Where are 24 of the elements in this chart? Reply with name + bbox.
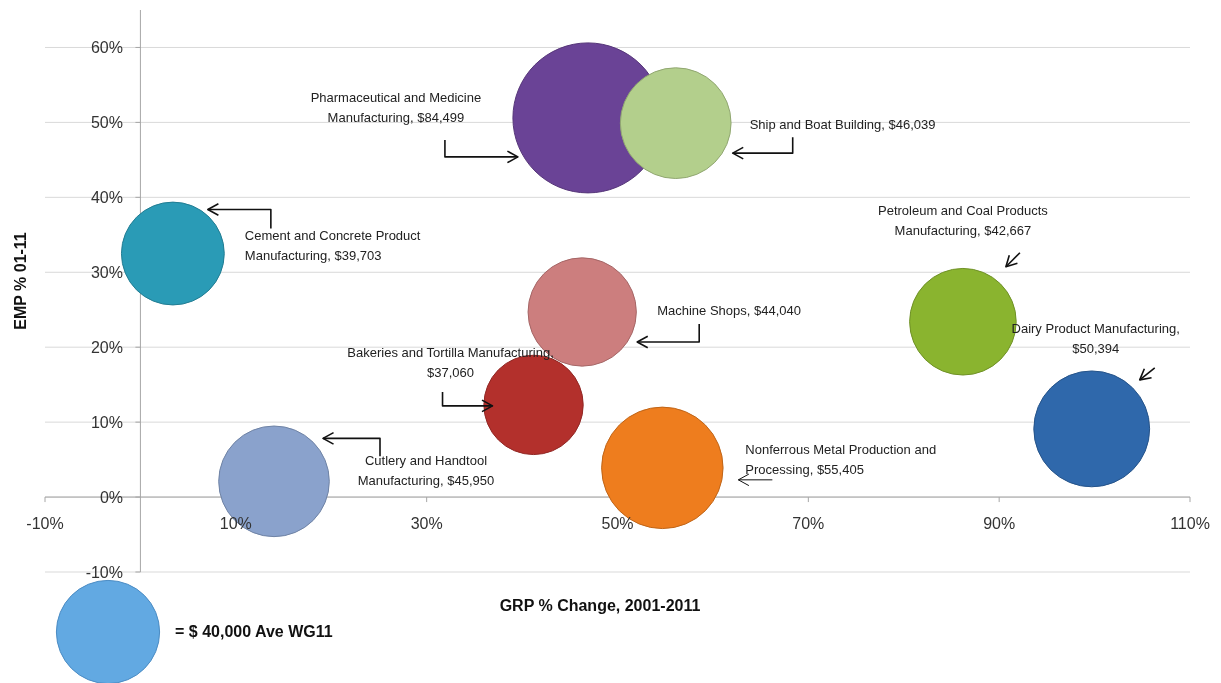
x-tick-label: 30% <box>410 515 443 533</box>
x-tick-label: -10% <box>26 515 64 533</box>
annotation: Pharmaceutical and Medicine Manufacturing, $84,499 <box>310 89 482 125</box>
x-tick-label: 70% <box>792 515 825 533</box>
y-tick-label: -10% <box>85 564 123 581</box>
x-tick-label: 90% <box>983 515 1016 533</box>
annotation: Nonferrous Metal Production and Processing, $55,405 <box>745 441 937 477</box>
y-axis-title: EMP % 01-11 <box>12 232 29 330</box>
x-tick-label: 50% <box>601 515 634 533</box>
annotation: Petroleum and Coal Products Manufacturing, $42,667 <box>878 202 1049 238</box>
y-tick-label: 0% <box>99 489 123 507</box>
y-tick-label: 50% <box>90 114 123 132</box>
x-axis-title: GRP % Change, 2001-2011 <box>499 597 701 614</box>
annotation: Cutlery and Handtool Manufacturing, $45,950 <box>357 453 495 489</box>
annotation: Ship and Boat Building, $46,039 <box>749 117 936 133</box>
y-tick-label: 20% <box>90 339 123 357</box>
y-tick-label: 30% <box>90 264 123 282</box>
annotation: Machine Shops, $44,040 <box>657 302 802 318</box>
x-tick-label: 110% <box>1170 515 1210 533</box>
y-tick-label: 10% <box>90 414 123 432</box>
legend-label: = $ 40,000 Ave WG11 <box>175 623 333 640</box>
annotation: Cement and Concrete Product Manufacturing, $39,703 <box>244 227 421 263</box>
y-tick-label: 40% <box>90 189 123 207</box>
y-tick-label: 60% <box>90 39 123 57</box>
